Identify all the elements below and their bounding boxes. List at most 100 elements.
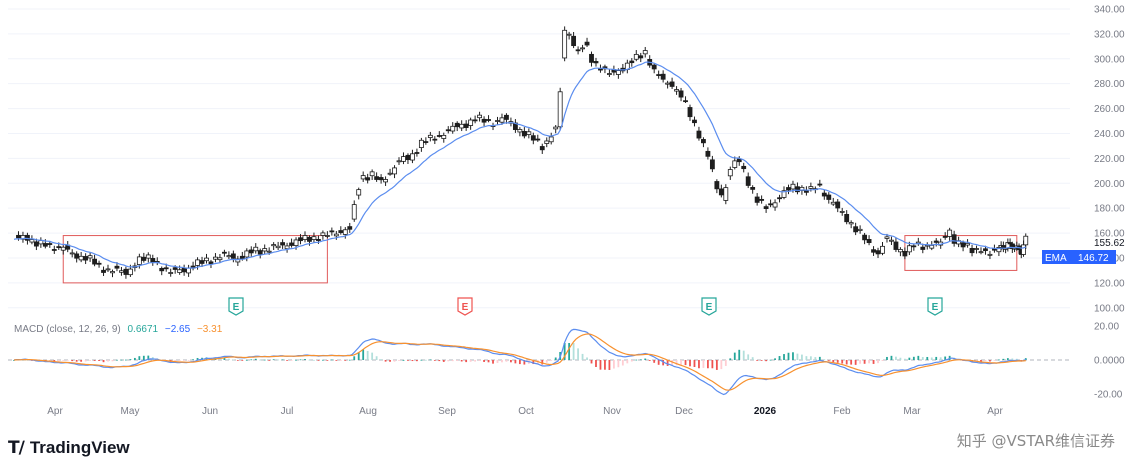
candle-body [741,165,747,170]
price-tick-label: 280.00 [1094,79,1125,90]
macd-hist-bar [1024,358,1027,360]
macd-hist-bar [532,360,535,365]
earnings-marker[interactable]: E [228,297,244,316]
candle-body [20,235,26,240]
candle-body [284,245,290,250]
time-tick-label: Apr [987,406,1003,417]
candle-body [387,172,393,175]
candle-body [656,74,662,76]
macd-hist-bar [805,356,808,360]
candle-body [329,230,335,233]
macd-hist-bar [295,359,297,361]
macd-hist-bar [657,360,660,365]
candle-body [60,246,66,251]
macd-hist-bar [232,359,235,361]
macd-hist-bar [729,358,732,360]
candle-body [127,268,133,276]
ema-value-text: 146.72 [1078,253,1109,264]
macd-hist-bar [993,360,996,361]
macd-hist-bar [541,360,544,365]
macd-hist-bar [111,360,114,362]
macd-hist-bar [308,359,311,361]
macd-hist-bar [783,354,785,360]
candle-body [808,186,814,189]
macd-hist-bar [299,359,302,361]
earnings-marker[interactable]: E [457,297,473,316]
macd-hist-bar [863,360,866,364]
candle-body [906,245,912,253]
candle-body [535,138,541,141]
macd-hist-bar [680,360,682,366]
macd-hist-bar [653,360,656,363]
macd-hist-bar [859,360,862,364]
macd-hist-bar [393,360,396,362]
candle-body [745,176,751,186]
candle-body [593,61,599,64]
macd-hist-bar [178,360,181,361]
candle-body [92,258,97,265]
candle-body [736,158,742,163]
candle-body [884,236,890,239]
macd-hist-bar [644,358,647,360]
macd-hist-bar [227,358,230,360]
candle-body [777,197,782,200]
macd-hist-bar [62,360,65,361]
last-price-text: 155.62 [1094,238,1125,249]
ema-label-tag: EMA 146.72 [1042,250,1116,264]
macd-hist-bar [335,360,338,361]
macd-hist-bar [326,360,329,361]
candle-body [633,53,639,60]
macd-hist-bar [787,352,790,360]
macd-hist-bar [895,356,897,360]
candle-body [848,222,854,225]
earnings-marker[interactable]: E [927,297,943,316]
macd-hist-bar [715,360,718,370]
earnings-marker-label: E [706,302,713,313]
candle-body [369,171,375,177]
price-tick-label: 260.00 [1094,104,1125,115]
candle-body [69,252,75,255]
candle-body [396,160,402,163]
candle-body [333,233,339,237]
macd-hist-bar [1006,358,1009,360]
candle-body [530,135,536,141]
candle-body [786,187,791,191]
candle-body [307,236,312,242]
macd-hist-bar [330,359,333,361]
macd-hist-bar [398,360,400,361]
earnings-marker[interactable]: E [701,297,717,316]
candle-body [857,228,863,231]
macd-hist-bar [183,360,186,361]
candle-body [548,136,554,143]
macd-hist-bar [133,357,136,360]
candle-body [230,253,236,259]
macd-hist-bar [483,360,485,362]
macd-hist-bar [930,357,933,360]
candle-body [880,245,885,254]
macd-hist-bar [138,356,141,360]
candle-body [347,226,353,230]
candle-body [266,250,272,253]
candle-body [759,198,765,201]
candle-body [871,249,876,253]
price-tick-label: 220.00 [1094,154,1125,165]
candle-body [239,255,245,259]
tradingview-logo: Τ∕ TradingView [8,436,130,460]
macd-hist-bar [505,360,508,362]
macd-hist-bar [142,355,145,360]
candle-body [669,81,675,87]
macd-legend-title: MACD (close, 12, 26, 9) [14,324,121,335]
highlight-box [62,235,328,284]
candle-body [463,123,469,128]
candle-body [978,251,984,254]
time-tick-label: Apr [47,406,63,417]
candle-body [338,230,344,233]
candle-body [316,238,321,241]
time-tick-label: Dec [675,406,693,417]
candle-body [566,33,572,36]
candle-body [1021,244,1026,255]
macd-hist-bar [666,360,669,366]
candle-body [293,239,299,246]
macd-hist-bar [724,360,727,366]
macd-hist-bar [912,356,915,360]
